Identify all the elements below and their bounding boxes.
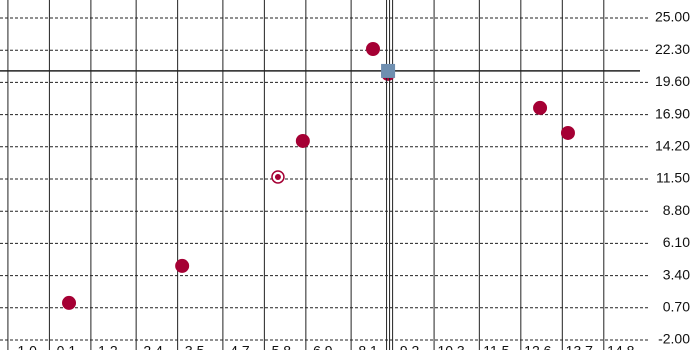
y-tick-label: 0.70 — [663, 298, 690, 314]
x-tick-label: 9.2 — [400, 343, 420, 350]
point[interactable] — [365, 42, 380, 57]
y-tick-label: 3.40 — [663, 266, 690, 282]
y-tick-label: 22.30 — [655, 41, 690, 57]
point[interactable] — [175, 258, 190, 273]
x-tick-label: 0.1 — [57, 343, 77, 350]
x-tick-label: 5.8 — [272, 343, 292, 350]
y-tick-label: 6.10 — [663, 234, 690, 250]
x-tick-label: 10.3 — [437, 343, 464, 350]
x-tick-label: 14.8 — [607, 343, 634, 350]
point[interactable] — [560, 125, 575, 140]
x-tick-label: 8.1 — [358, 343, 378, 350]
point[interactable] — [62, 295, 77, 310]
x-tick-label: 1.2 — [98, 343, 118, 350]
x-tick-label: 12.6 — [524, 343, 551, 350]
x-tick-label: 4.7 — [230, 343, 250, 350]
x-tick-label: 3.5 — [185, 343, 205, 350]
y-tick-label: 8.80 — [663, 202, 690, 218]
point[interactable] — [533, 100, 548, 115]
crosshair-marker — [381, 63, 396, 78]
x-tick-label: 13.7 — [566, 343, 593, 350]
point[interactable] — [295, 133, 310, 148]
y-tick-label: 16.90 — [655, 105, 690, 121]
y-tick-label: 11.50 — [656, 170, 690, 186]
selected-point-dot — [274, 173, 281, 180]
y-tick-label: 19.60 — [655, 73, 690, 89]
x-tick-label: 11.5 — [483, 343, 509, 350]
x-tick-label: -1.0 — [13, 343, 37, 350]
x-tick-label: 6.9 — [313, 343, 333, 350]
y-tick-label: -2.00 — [658, 331, 690, 347]
y-tick-label: 25.00 — [655, 9, 690, 25]
y-tick-label: 14.20 — [655, 138, 690, 154]
x-tick-label: 2.4 — [143, 343, 163, 350]
